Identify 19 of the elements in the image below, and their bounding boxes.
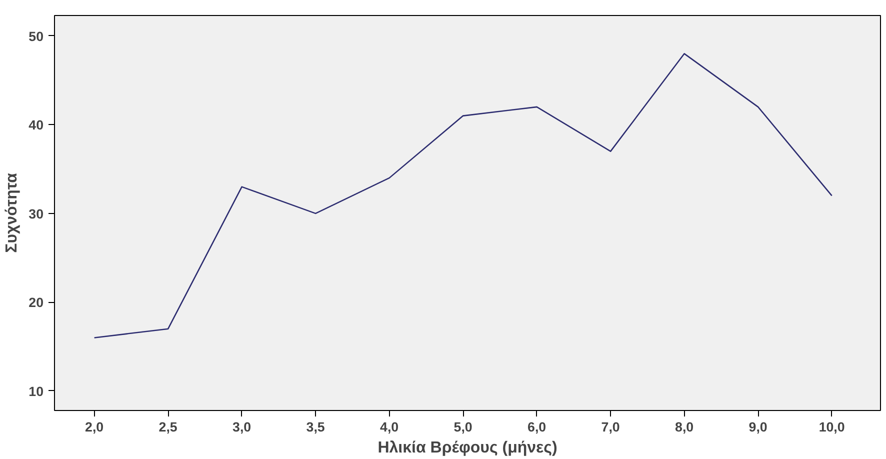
y-tick-label: 30 [28,206,44,222]
x-tick-label: 8,0 [675,420,694,434]
x-tick-label: 6,0 [528,420,546,434]
y-tick-label: 10 [28,384,44,399]
x-tick-label: 7,0 [601,420,620,434]
y-tick-label: 20 [28,295,44,310]
x-tick-label: 3,0 [232,420,252,434]
x-tick-label: 3,5 [306,420,326,434]
x-tick-label: 5,0 [454,420,472,434]
x-tick-label: 2,0 [85,420,104,434]
x-tick-label: 2,5 [158,420,178,434]
x-tick-label: 10,0 [818,420,845,434]
x-tick-label: 4,0 [380,420,399,434]
x-axis-title: Ηλικία Βρέφους (μήνες) [378,440,558,456]
y-tick-label: 40 [28,118,44,133]
line-series [94,53,832,338]
y-axis-title: Συχνότητα [4,172,21,253]
x-tick-label: 9,0 [748,420,768,434]
y-tick-label: 50 [28,28,44,44]
